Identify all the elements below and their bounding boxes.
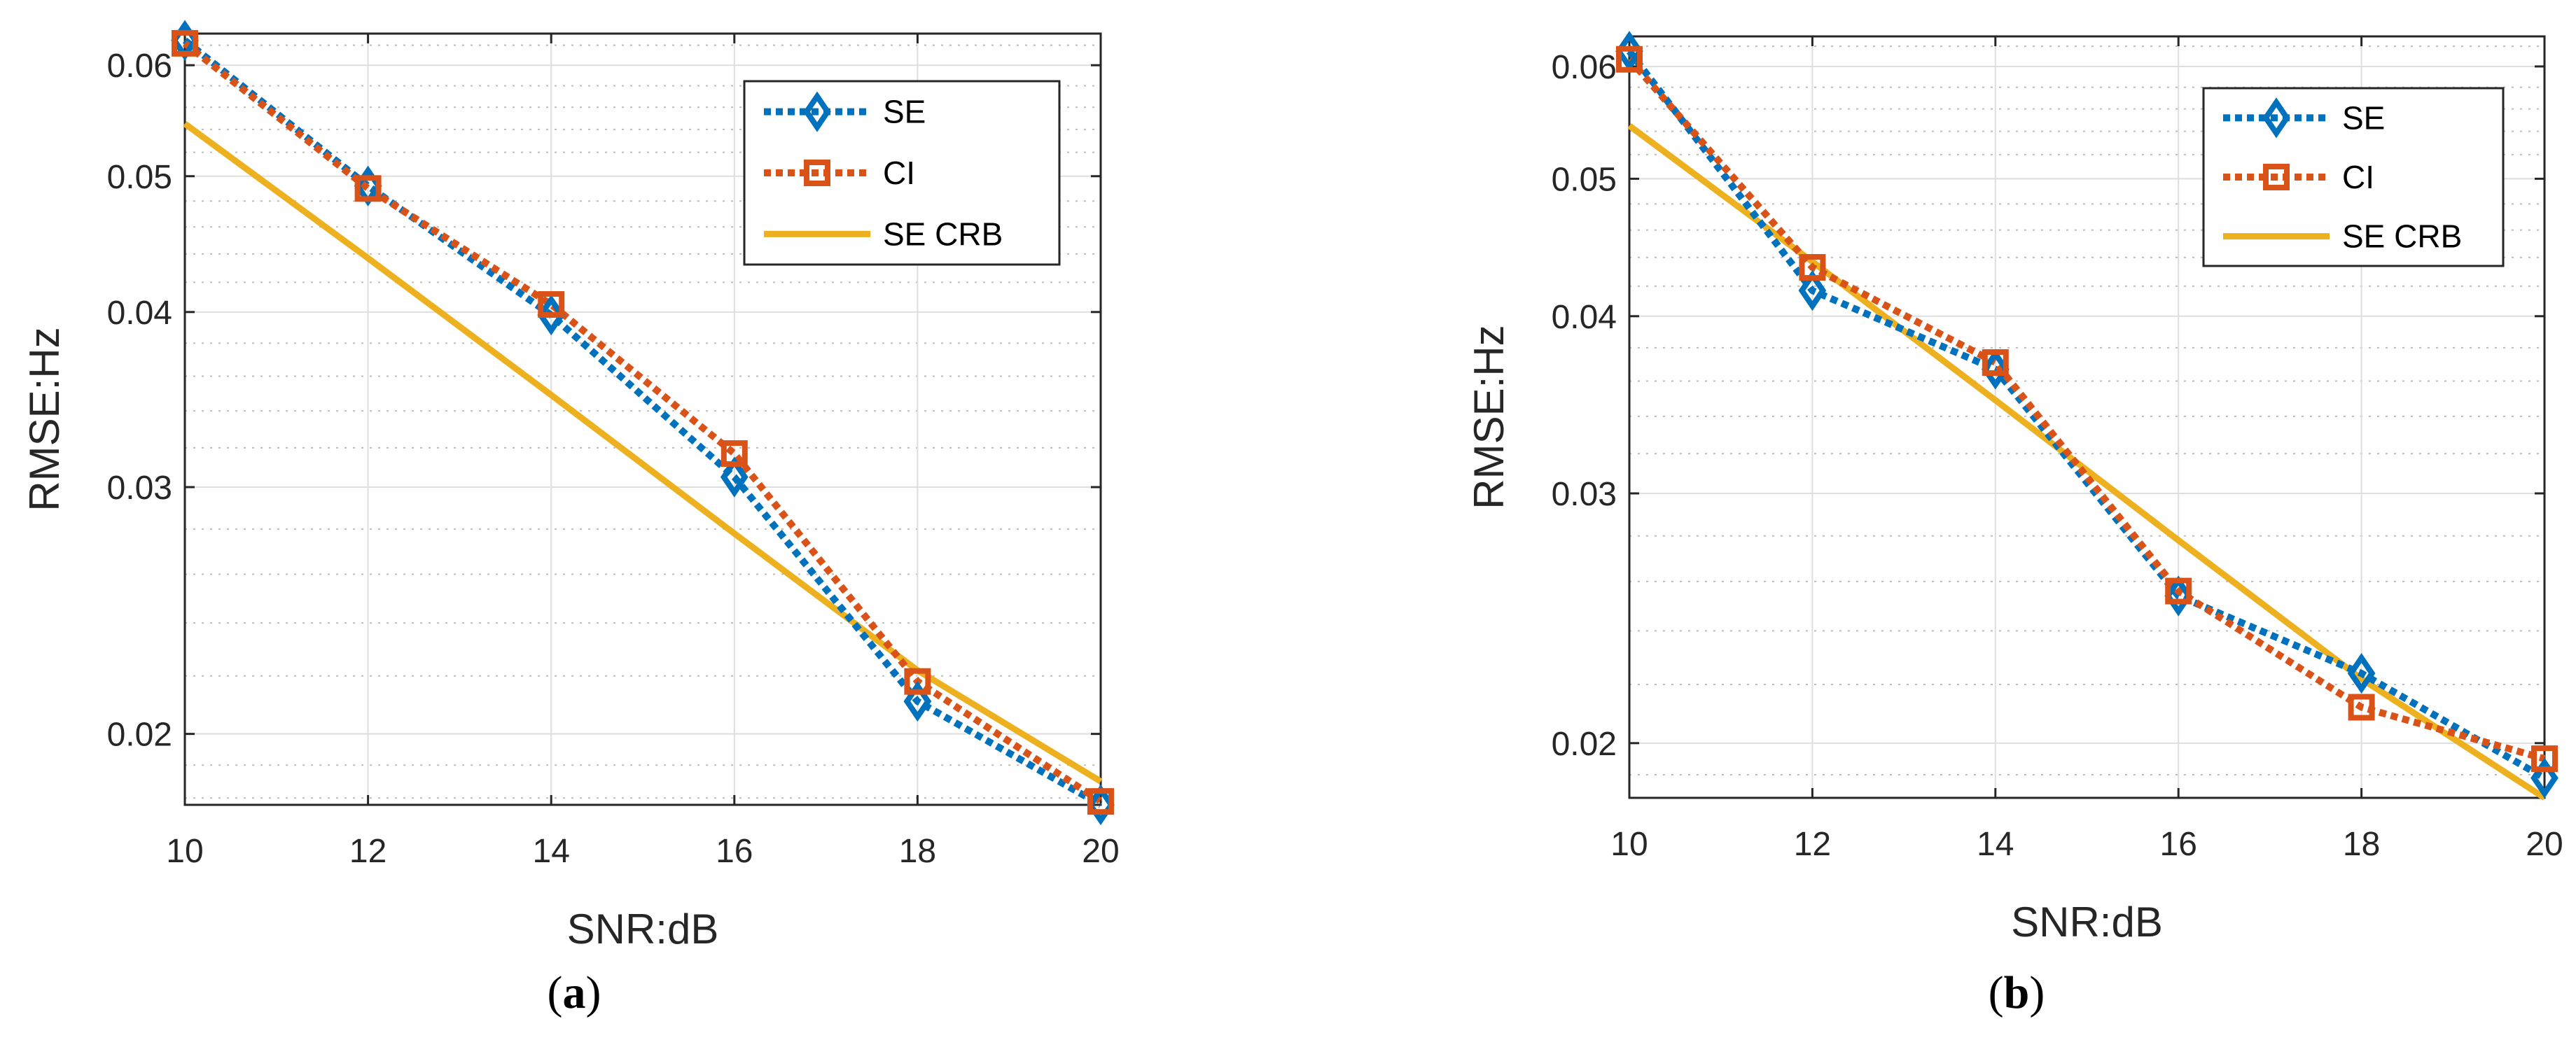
legend-label-ci: CI xyxy=(883,155,915,191)
chart-panel-a: 10 12 14 16 18 20 0.02 0.03 0.04 0.05 0.06 SNR:dB RM… xyxy=(21,20,1120,1018)
data-point-se xyxy=(2164,575,2193,617)
series-line-se-crb xyxy=(1627,122,2547,801)
data-point-ci xyxy=(2263,164,2290,190)
data-point-se xyxy=(1981,349,2010,390)
data-point-se xyxy=(2347,652,2376,694)
y-tick-label: 0.02 xyxy=(107,717,172,754)
x-tick-label: 12 xyxy=(349,833,387,870)
axes-box xyxy=(183,32,1102,806)
legend-label-se-crb: SE CRB xyxy=(2342,218,2462,255)
x-tick-label: 10 xyxy=(1610,826,1648,863)
chart-panel-b: 10 12 14 16 18 20 0.02 0.03 0.04 0.05 0.06 SNR:dB RM… xyxy=(1465,31,2563,1018)
x-tick-label: 18 xyxy=(899,833,936,870)
data-point-ci xyxy=(2531,745,2558,773)
x-tick-label: 18 xyxy=(2343,826,2380,863)
y-tick-label: 0.03 xyxy=(107,470,172,507)
x-tick-label: 14 xyxy=(533,833,570,870)
data-point-ci xyxy=(1087,788,1114,815)
data-point-se xyxy=(2262,97,2290,139)
panel-caption: (a) xyxy=(548,967,601,1018)
x-tick-label: 16 xyxy=(716,833,753,870)
y-tick-label: 0.04 xyxy=(107,295,172,332)
data-point-ci xyxy=(904,668,931,695)
axes-box xyxy=(1628,35,2546,799)
y-tick-label: 0.06 xyxy=(107,48,172,85)
series-line-se-crb xyxy=(183,121,1103,785)
legend-label-se: SE xyxy=(2342,99,2385,136)
x-axis-label: SNR:dB xyxy=(567,906,719,953)
data-point-ci xyxy=(1616,45,1643,73)
data-point-se xyxy=(720,456,749,498)
data-point-ci xyxy=(2348,694,2375,721)
data-point-se xyxy=(537,295,566,336)
y-tick-label: 0.05 xyxy=(107,159,172,196)
data-point-ci xyxy=(172,29,198,57)
x-tick-label: 12 xyxy=(1794,826,1831,863)
y-axis-label: RMSE:Hz xyxy=(1465,325,1512,509)
legend-label-se: SE xyxy=(883,94,926,130)
x-tick-label: 14 xyxy=(1977,826,2014,863)
data-point-se xyxy=(903,680,932,722)
data-point-ci xyxy=(720,440,748,468)
y-tick-label: 0.06 xyxy=(1552,49,1617,86)
data-point-ci xyxy=(354,175,382,202)
y-tick-label: 0.02 xyxy=(1552,726,1617,763)
series-line-se xyxy=(1627,49,2547,781)
data-point-se xyxy=(2530,757,2558,799)
panel-caption: (b) xyxy=(1989,967,2045,1018)
legend-label-ci: CI xyxy=(2342,159,2374,195)
data-point-ci xyxy=(538,291,565,318)
x-tick-label: 10 xyxy=(166,833,203,870)
x-tick-label: 20 xyxy=(1082,833,1119,870)
data-point-ci xyxy=(804,160,830,186)
data-point-ci xyxy=(1982,349,2009,377)
y-axis-label: RMSE:Hz xyxy=(21,327,68,511)
data-point-ci xyxy=(2165,577,2192,605)
x-tick-label: 16 xyxy=(2160,826,2197,863)
data-point-se xyxy=(1798,270,1827,311)
x-tick-label: 20 xyxy=(2526,826,2563,863)
y-tick-label: 0.04 xyxy=(1552,299,1617,336)
series-line-ci xyxy=(182,40,1103,805)
data-point-ci xyxy=(1799,254,1826,281)
legend-label-se-crb: SE CRB xyxy=(883,216,1003,252)
data-point-se xyxy=(803,91,831,132)
data-point-se xyxy=(1087,784,1115,826)
y-tick-label: 0.03 xyxy=(1552,476,1617,513)
series-line-ci xyxy=(1627,57,2546,762)
y-tick-label: 0.05 xyxy=(1552,161,1617,198)
x-axis-label: SNR:dB xyxy=(2011,899,2163,946)
